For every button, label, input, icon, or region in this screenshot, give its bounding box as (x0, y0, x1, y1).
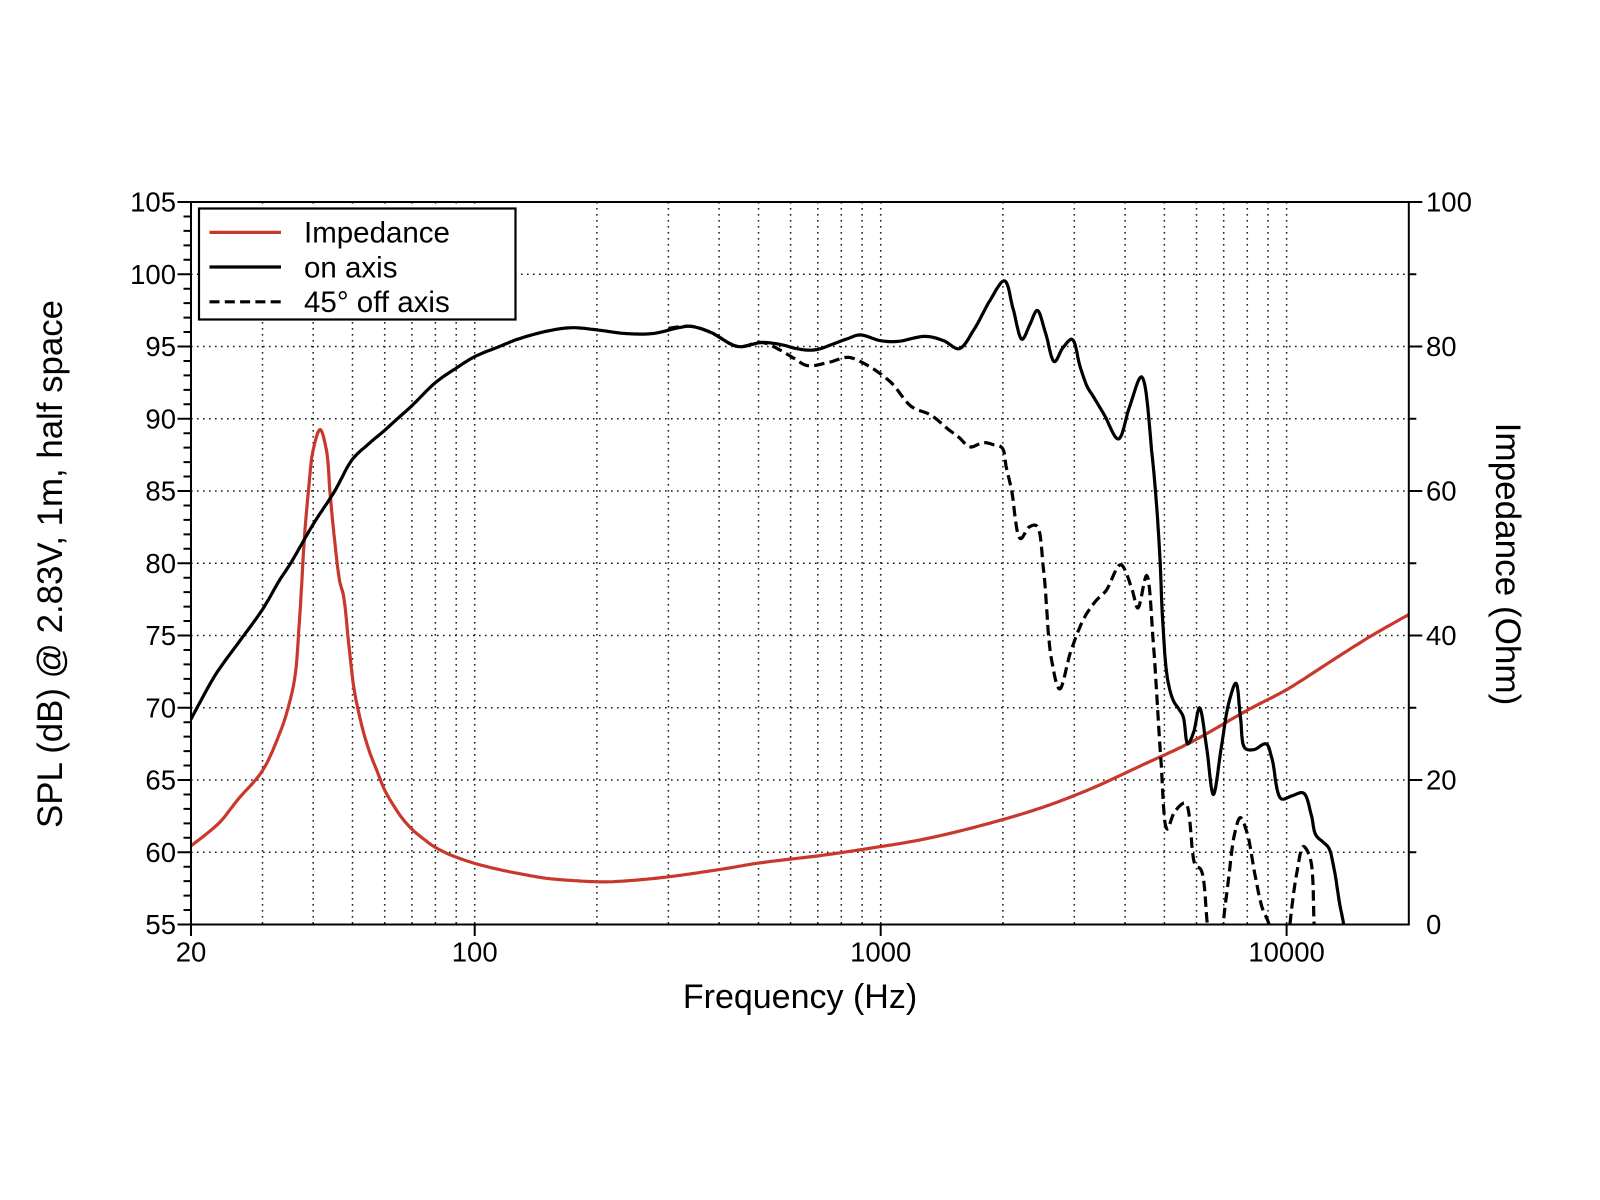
svg-text:Frequency (Hz): Frequency (Hz) (683, 978, 917, 1016)
svg-text:45° off axis: 45° off axis (304, 286, 450, 319)
svg-text:SPL (dB) @ 2.83V, 1m, half spa: SPL (dB) @ 2.83V, 1m, half space (31, 300, 70, 828)
svg-text:70: 70 (145, 692, 176, 723)
svg-text:Impedance: Impedance (304, 217, 450, 250)
svg-text:40: 40 (1426, 620, 1457, 651)
svg-text:60: 60 (1426, 476, 1457, 507)
svg-text:85: 85 (145, 476, 176, 507)
svg-text:95: 95 (145, 331, 176, 362)
svg-text:65: 65 (145, 765, 176, 796)
svg-text:80: 80 (145, 548, 176, 579)
svg-text:80: 80 (1426, 331, 1457, 362)
svg-text:1000: 1000 (850, 937, 911, 968)
svg-text:100: 100 (130, 259, 176, 290)
svg-text:Impedance (Ohm): Impedance (Ohm) (1488, 423, 1527, 706)
svg-text:100: 100 (452, 937, 498, 968)
svg-text:55: 55 (145, 909, 176, 940)
svg-text:60: 60 (145, 837, 176, 868)
svg-text:100: 100 (1426, 187, 1472, 218)
svg-text:on axis: on axis (304, 251, 397, 284)
svg-text:105: 105 (130, 187, 176, 218)
svg-text:20: 20 (176, 937, 207, 968)
svg-text:0: 0 (1426, 909, 1441, 940)
svg-text:90: 90 (145, 403, 176, 434)
svg-text:10000: 10000 (1248, 937, 1324, 968)
svg-text:75: 75 (145, 620, 176, 651)
svg-text:20: 20 (1426, 765, 1457, 796)
